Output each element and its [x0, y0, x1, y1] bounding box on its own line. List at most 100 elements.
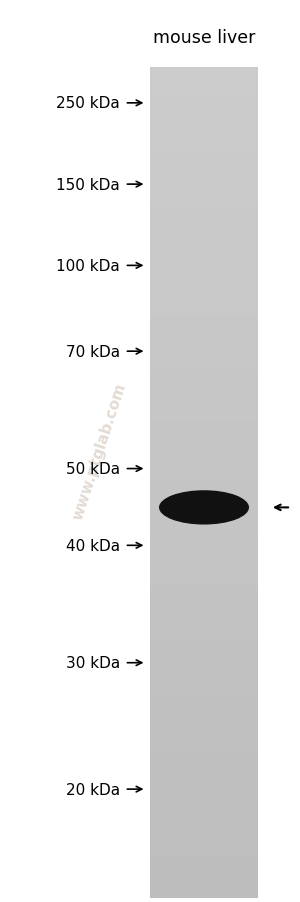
- Bar: [150, 752, 258, 760]
- Bar: [150, 794, 258, 802]
- Bar: [150, 732, 258, 740]
- Bar: [150, 628, 258, 636]
- Bar: [150, 434, 258, 442]
- Bar: [150, 662, 258, 670]
- Text: www.ptglab.com: www.ptglab.com: [70, 381, 128, 521]
- Bar: [150, 711, 258, 719]
- Bar: [150, 538, 258, 546]
- Bar: [150, 317, 258, 325]
- Bar: [150, 718, 258, 725]
- Bar: [150, 330, 258, 338]
- Bar: [150, 345, 258, 352]
- Bar: [150, 607, 258, 615]
- Bar: [150, 496, 258, 504]
- Bar: [150, 220, 258, 227]
- Bar: [150, 116, 258, 124]
- Text: 40 kDa: 40 kDa: [66, 538, 120, 553]
- Bar: [150, 483, 258, 491]
- Bar: [150, 704, 258, 712]
- Bar: [150, 171, 258, 179]
- Text: 100 kDa: 100 kDa: [56, 259, 120, 273]
- Bar: [150, 759, 258, 767]
- Bar: [150, 739, 258, 746]
- Bar: [150, 309, 258, 318]
- Bar: [150, 766, 258, 774]
- Bar: [150, 324, 258, 331]
- Bar: [150, 475, 258, 483]
- Text: 70 kDa: 70 kDa: [66, 345, 120, 359]
- Bar: [150, 247, 258, 255]
- Bar: [150, 455, 258, 463]
- Bar: [150, 351, 258, 359]
- Bar: [150, 164, 258, 172]
- Bar: [150, 262, 258, 269]
- Bar: [150, 801, 258, 808]
- Bar: [150, 102, 258, 110]
- Bar: [150, 822, 258, 829]
- Bar: [150, 337, 258, 345]
- Bar: [150, 206, 258, 214]
- Bar: [150, 641, 258, 649]
- Bar: [150, 503, 258, 511]
- Bar: [150, 365, 258, 373]
- Bar: [150, 226, 258, 235]
- Bar: [150, 143, 258, 152]
- Bar: [150, 192, 258, 200]
- Bar: [150, 88, 258, 97]
- Bar: [150, 600, 258, 608]
- Bar: [150, 268, 258, 276]
- Bar: [150, 517, 258, 525]
- Bar: [150, 566, 258, 574]
- Bar: [150, 213, 258, 221]
- Text: mouse liver: mouse liver: [153, 29, 255, 47]
- Bar: [150, 697, 258, 704]
- Bar: [150, 552, 258, 559]
- Bar: [150, 241, 258, 248]
- Bar: [150, 524, 258, 532]
- Bar: [150, 289, 258, 297]
- Text: 30 kDa: 30 kDa: [66, 656, 120, 670]
- Bar: [150, 420, 258, 428]
- Bar: [150, 849, 258, 857]
- Bar: [150, 179, 258, 186]
- Bar: [150, 828, 258, 836]
- Bar: [150, 234, 258, 242]
- Bar: [150, 130, 258, 138]
- Bar: [150, 690, 258, 698]
- Bar: [150, 413, 258, 421]
- Bar: [150, 573, 258, 580]
- Bar: [150, 787, 258, 795]
- Bar: [150, 835, 258, 843]
- Bar: [150, 558, 258, 566]
- Bar: [150, 815, 258, 823]
- Bar: [150, 282, 258, 290]
- Bar: [150, 586, 258, 594]
- Bar: [150, 372, 258, 380]
- Bar: [150, 545, 258, 553]
- Bar: [150, 635, 258, 642]
- Bar: [150, 123, 258, 131]
- Text: 150 kDa: 150 kDa: [56, 178, 120, 192]
- Bar: [150, 68, 258, 76]
- Bar: [150, 199, 258, 207]
- Ellipse shape: [159, 491, 249, 525]
- Bar: [150, 158, 258, 165]
- Bar: [150, 392, 258, 400]
- Bar: [150, 676, 258, 684]
- Bar: [150, 856, 258, 864]
- Bar: [150, 296, 258, 304]
- Bar: [150, 303, 258, 310]
- Bar: [150, 275, 258, 283]
- Bar: [150, 96, 258, 103]
- Bar: [150, 594, 258, 601]
- Bar: [150, 531, 258, 538]
- Bar: [150, 428, 258, 435]
- Bar: [150, 469, 258, 476]
- Bar: [150, 109, 258, 117]
- Bar: [150, 400, 258, 408]
- Bar: [150, 379, 258, 387]
- Bar: [150, 877, 258, 885]
- Text: 50 kDa: 50 kDa: [66, 462, 120, 476]
- Bar: [150, 185, 258, 193]
- Bar: [150, 441, 258, 449]
